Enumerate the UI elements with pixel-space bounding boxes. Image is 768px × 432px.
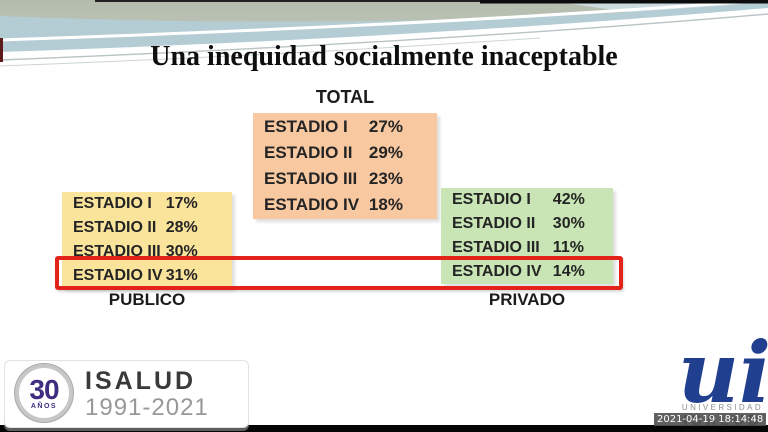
universidad-isalud-monogram-icon: ui: [678, 323, 768, 422]
row-value: 29%: [368, 143, 403, 162]
video-timestamp-overlay: 2021-04-19 18:14:48: [654, 413, 767, 426]
row-value: 23%: [368, 169, 403, 188]
row-value: 14%: [552, 263, 585, 280]
total-table: ESTADIO I 27% ESTADIO II 29% ESTADIO III…: [253, 113, 437, 219]
total-table-title: TOTAL: [315, 87, 375, 107]
row-label: ESTADIO II: [73, 219, 157, 236]
privado-table-title: PRIVADO: [488, 290, 566, 309]
universidad-label: UNIVERSIDAD: [681, 403, 763, 412]
row-label: ESTADIO III: [264, 169, 358, 188]
row-label: ESTADIO II: [264, 143, 353, 162]
table-row: ESTADIO II 30%: [441, 212, 613, 236]
isalud-30-years-logo: 30 AÑOS ISALUD 1991-2021: [4, 360, 249, 428]
table-row: ESTADIO I 42%: [441, 188, 613, 212]
row-value: 30%: [165, 243, 198, 260]
table-row: ESTADIO III 23%: [253, 166, 437, 192]
anniversary-number: 30: [29, 373, 59, 405]
bottom-letterbox-bar: [0, 425, 768, 432]
row-label: ESTADIO IV: [264, 195, 360, 214]
row-value: 28%: [165, 219, 198, 236]
row-label: ESTADIO IV: [73, 267, 163, 284]
row-value: 11%: [552, 239, 584, 256]
row-label: ESTADIO II: [452, 215, 536, 232]
row-value: 18%: [368, 195, 403, 214]
row-value: 27%: [368, 117, 403, 136]
table-row: ESTADIO IV 31%: [62, 264, 232, 288]
row-value: 31%: [165, 267, 198, 284]
table-row: ESTADIO III 30%: [62, 240, 232, 264]
anniversary-years: 1991-2021: [85, 394, 209, 421]
row-label: ESTADIO IV: [452, 263, 542, 280]
anniversary-name: ISALUD: [85, 367, 197, 395]
table-row: ESTADIO II 29%: [253, 140, 437, 166]
publico-table: ESTADIO I 17% ESTADIO II 28% ESTADIO III…: [62, 192, 232, 288]
table-row: ESTADIO I 27%: [253, 114, 437, 140]
row-label: ESTADIO III: [452, 239, 540, 256]
row-label: ESTADIO I: [452, 191, 531, 208]
anniversary-30-badge-icon: 30 AÑOS: [15, 364, 73, 422]
row-value: 42%: [552, 191, 585, 208]
row-label: ESTADIO III: [73, 243, 161, 260]
row-value: 17%: [165, 195, 198, 212]
publico-table-title: PUBLICO: [108, 290, 186, 309]
table-row: ESTADIO II 28%: [62, 216, 232, 240]
table-row: ESTADIO IV 14%: [441, 260, 613, 284]
table-row: ESTADIO I 17%: [62, 192, 232, 216]
row-label: ESTADIO I: [264, 117, 348, 136]
slide-title: Una inequidad socialmente inaceptable: [150, 41, 618, 72]
privado-table: ESTADIO I 42% ESTADIO II 30% ESTADIO III…: [441, 188, 613, 284]
anniversary-wordmark: ISALUD 1991-2021: [85, 367, 209, 421]
anniversary-caption: AÑOS: [30, 402, 58, 410]
row-value: 30%: [552, 215, 585, 232]
header-swoosh-decoration: [0, 0, 768, 78]
table-row: ESTADIO III 11%: [441, 236, 613, 260]
row-label: ESTADIO I: [73, 195, 152, 212]
estadio-iv-highlight-rectangle: [55, 256, 623, 290]
table-row: ESTADIO IV 18%: [253, 192, 437, 218]
